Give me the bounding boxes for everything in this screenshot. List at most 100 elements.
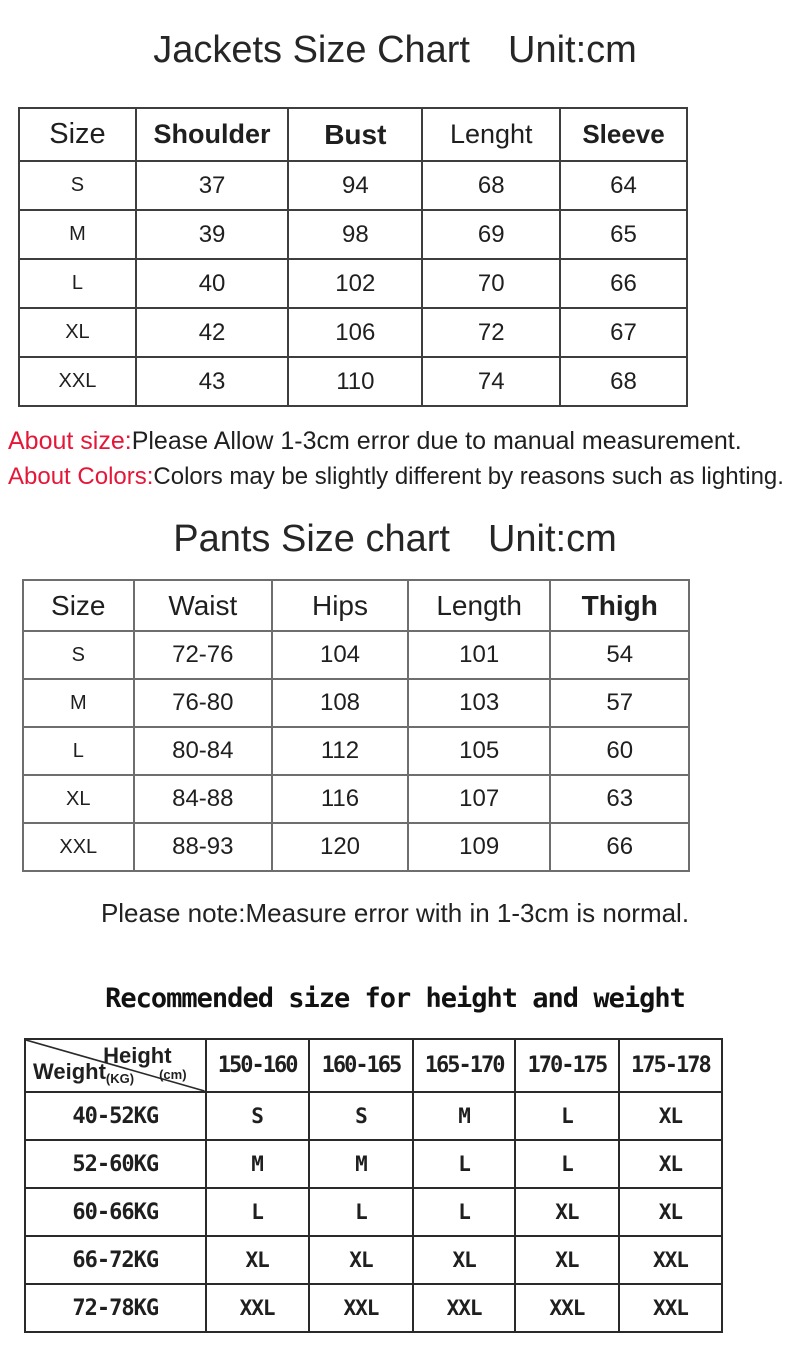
table-row: M 39 98 69 65 [18,209,688,260]
table-row: L 80-84 112 105 60 [22,726,690,776]
table-cell: XXL [617,1235,724,1285]
row-label-cell: 66-72KG [24,1235,207,1285]
table-cell: 37 [134,160,290,211]
table-cell: L [204,1187,310,1237]
about-colors-note: About Colors:Colors may be slightly diff… [8,459,790,495]
jackets-title-text: Jackets Size Chart [153,29,470,71]
row-label-cell: XXL [22,822,135,872]
table-cell: M [307,1139,415,1189]
column-header: 165-170 [412,1038,516,1093]
table-cell: 76-80 [132,678,274,728]
row-label-cell: XL [22,774,135,824]
corner-weight-unit: (KG) [105,1071,135,1086]
column-header: 170-175 [513,1038,620,1093]
table-cell: 42 [134,307,290,358]
row-label-cell: M [18,209,137,260]
row-label-cell: S [18,160,137,211]
height-weight-corner-cell: Height (cm) Weight(KG) [24,1038,207,1093]
table-cell: 106 [287,307,424,358]
column-header: Length [406,579,552,632]
table-cell: L [513,1139,620,1189]
table-cell: XXL [307,1283,415,1333]
table-cell: 72 [421,307,562,358]
jackets-size-table: Size Shoulder Bust Lenght Sleeve S 37 94 68 64 M 3… [18,107,688,407]
table-row: 60-66KG L L L XL XL [24,1187,724,1237]
table-cell: 67 [559,307,688,358]
table-row: S 72-76 104 101 54 [22,630,690,680]
row-label-cell: 72-78KG [24,1283,207,1333]
table-cell: 102 [287,258,424,309]
row-label-cell: XL [18,307,137,358]
table-cell: 65 [559,209,688,260]
column-header: Lenght [421,107,562,162]
pants-unit-label: Unit:cm [487,518,617,560]
table-cell: 112 [271,726,409,776]
about-size-label: About size: [8,427,132,455]
column-header: Hips [271,579,409,632]
table-cell: 116 [271,774,409,824]
table-row: XL 84-88 116 107 63 [22,774,690,824]
about-notes: About size:Please Allow 1-3cm error due … [8,423,790,495]
table-cell: 74 [421,356,562,407]
table-row: 40-52KG S S M L XL [24,1091,724,1141]
about-size-text: Please Allow 1-3cm error due to manual m… [131,427,742,455]
table-cell: 57 [549,678,690,728]
table-cell: 120 [271,822,409,872]
corner-height-unit: (cm) [159,1067,187,1082]
recommend-header-row: Height (cm) Weight(KG) 150-160 160-165 165… [24,1038,724,1093]
table-row: XXL 43 110 74 68 [18,356,688,407]
table-cell: 88-93 [132,822,274,872]
table-cell: XXL [412,1283,516,1333]
table-cell: XXL [204,1283,310,1333]
row-label-cell: XXL [18,356,137,407]
column-header: Size [18,107,137,162]
pants-title: Pants Size chart Unit:cm [0,515,790,563]
table-cell: L [513,1091,620,1141]
table-row: M 76-80 108 103 57 [22,678,690,728]
table-cell: 64 [559,160,688,211]
table-row: 72-78KG XXL XXL XXL XXL XXL [24,1283,724,1333]
table-cell: L [412,1187,516,1237]
table-cell: XL [307,1235,415,1285]
about-colors-text: Colors may be slightly different by reas… [153,463,784,490]
recommend-heading: Recommended size for height and weight [105,983,686,1014]
table-cell: M [412,1091,516,1141]
row-label-cell: M [22,678,135,728]
column-header: Size [22,579,135,632]
table-cell: 54 [549,630,690,680]
column-header: 150-160 [204,1038,310,1093]
table-cell: 63 [549,774,690,824]
diagonal-divider-line [26,1040,205,1091]
table-cell: XL [513,1235,620,1285]
table-cell: 94 [287,160,424,211]
table-cell: L [412,1139,516,1189]
corner-weight-label: Weight(KG) [33,1059,135,1086]
row-label-cell: 60-66KG [24,1187,207,1237]
about-colors-label: About Colors: [8,463,154,490]
table-cell: 107 [406,774,552,824]
table-cell: XL [617,1091,724,1141]
table-row: XL 42 106 72 67 [18,307,688,358]
table-cell: 68 [421,160,562,211]
column-header: Shoulder [134,107,290,162]
table-cell: M [204,1139,310,1189]
jackets-header-row: Size Shoulder Bust Lenght Sleeve [18,107,688,162]
table-cell: 103 [406,678,552,728]
table-cell: 72-76 [132,630,274,680]
row-label-cell: 52-60KG [24,1139,207,1189]
row-label-cell: 40-52KG [24,1091,207,1141]
table-cell: 60 [549,726,690,776]
table-cell: XL [412,1235,516,1285]
table-row: S 37 94 68 64 [18,160,688,211]
recommend-size-table: Height (cm) Weight(KG) 150-160 160-165 165… [24,1038,724,1333]
column-header: Thigh [549,579,690,632]
column-header: Bust [287,107,424,162]
table-cell: 43 [134,356,290,407]
table-cell: 108 [271,678,409,728]
table-cell: XL [204,1235,310,1285]
column-header: 175-178 [617,1038,724,1093]
table-cell: 109 [406,822,552,872]
table-cell: 101 [406,630,552,680]
table-cell: 66 [559,258,688,309]
about-size-note: About size:Please Allow 1-3cm error due … [8,423,790,459]
